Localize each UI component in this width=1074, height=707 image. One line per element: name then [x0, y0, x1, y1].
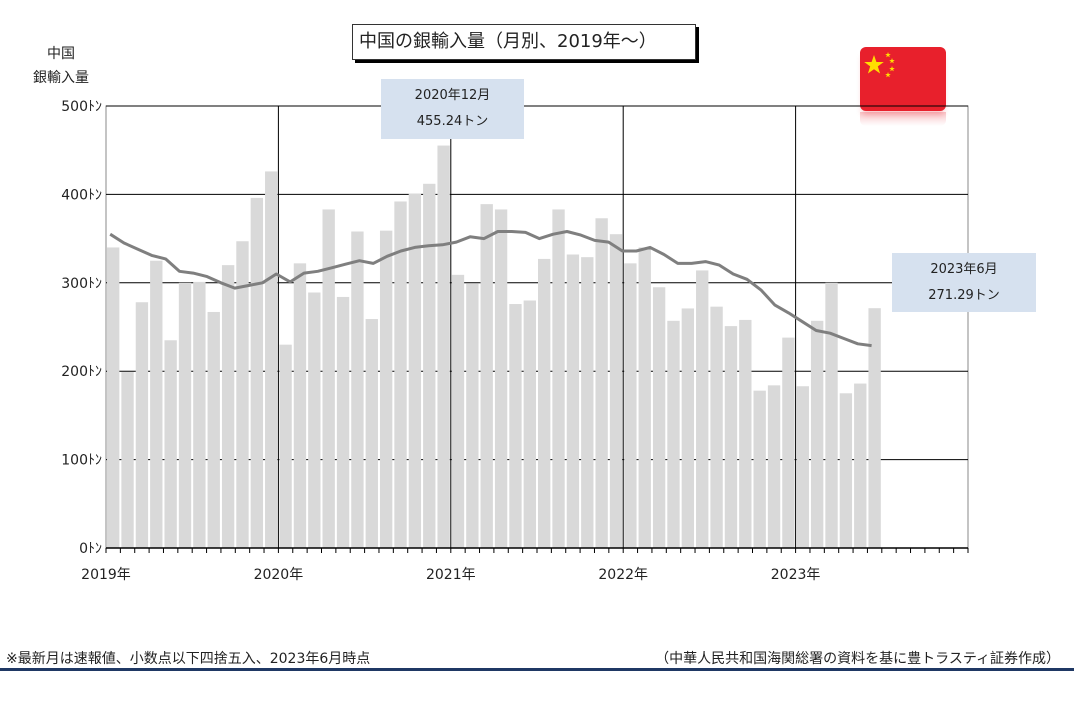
- bar: [236, 241, 249, 548]
- bar: [121, 372, 134, 548]
- bar: [351, 231, 364, 548]
- bar: [854, 383, 867, 548]
- source-note: （中華人民共和国海関総署の資料を基に豊トラスティ証券作成）: [655, 651, 1060, 667]
- bar: [394, 201, 407, 549]
- bar: [178, 282, 192, 548]
- chart-title: 中国の銀輸入量（月別、2019年～）: [352, 24, 696, 60]
- bar: [624, 263, 637, 548]
- bar: [825, 282, 838, 548]
- china-flag-icon: [860, 47, 946, 111]
- bar: [538, 258, 551, 548]
- bar: [509, 304, 522, 548]
- bar: [265, 171, 278, 548]
- bar: [466, 283, 479, 548]
- bar: [753, 390, 766, 548]
- peak-callout: 2020年12月 455.24トン: [381, 79, 524, 139]
- bar: [581, 257, 594, 548]
- bar: [782, 337, 795, 548]
- bar: [696, 270, 709, 548]
- y-tick-label: 0ﾄﾝ: [79, 541, 102, 557]
- latest-callout-date: 2023年6月: [930, 262, 998, 277]
- x-tick-label: 2023年: [771, 567, 821, 583]
- latest-callout: 2023年6月 271.29トン: [892, 253, 1036, 312]
- bar: [365, 319, 378, 548]
- peak-callout-value: 455.24トン: [416, 114, 489, 129]
- footer-divider: [0, 668, 1074, 671]
- bar: [796, 386, 809, 548]
- y-tick-label: 200ﾄﾝ: [61, 364, 102, 380]
- bar: [724, 326, 738, 548]
- bar: [710, 306, 723, 548]
- bar: [595, 218, 608, 548]
- bar: [408, 193, 422, 549]
- bar: [250, 197, 264, 548]
- bar: [523, 300, 536, 548]
- x-tick-label: 2019年: [81, 567, 131, 583]
- china-flag-stars: [864, 52, 895, 78]
- bar: [480, 204, 493, 548]
- bar: [681, 308, 695, 548]
- footnote: ※最新月は速報値、小数点以下四捨五入、2023年6月時点: [6, 651, 371, 667]
- x-tick-label: 2022年: [598, 567, 648, 583]
- bar: [667, 320, 680, 548]
- x-tick-label: 2021年: [426, 567, 476, 583]
- bar: [638, 247, 651, 548]
- bar: [552, 209, 565, 549]
- bar: [739, 319, 752, 548]
- bar: [308, 292, 321, 548]
- bar: [107, 247, 120, 548]
- bar: [293, 263, 307, 548]
- peak-callout-date: 2020年12月: [414, 88, 491, 103]
- bar: [652, 287, 666, 548]
- y-axis-unit-line-2: 銀輸入量: [33, 70, 89, 86]
- bar: [767, 385, 781, 548]
- bar: [566, 254, 580, 548]
- bar: [423, 183, 436, 549]
- bar: [868, 308, 881, 548]
- y-tick-label: 500ﾄﾝ: [61, 99, 102, 115]
- y-tick-label: 300ﾄﾝ: [61, 276, 102, 292]
- bar: [810, 320, 824, 548]
- y-axis-unit-line-1: 中国: [47, 46, 75, 62]
- plot-area: [105, 105, 969, 549]
- bar: [150, 260, 163, 548]
- bar: [451, 274, 465, 548]
- bar: [164, 340, 177, 548]
- y-axis-unit-label: 中国 銀輸入量: [22, 42, 100, 90]
- bar: [279, 344, 292, 548]
- bar: [322, 209, 335, 549]
- bar: [609, 234, 623, 548]
- bar: [379, 230, 393, 549]
- bar: [437, 145, 450, 548]
- bar: [494, 209, 508, 549]
- latest-callout-value: 271.29トン: [928, 288, 1000, 303]
- moving-average-line: [109, 230, 872, 348]
- bar: [207, 311, 220, 548]
- bar: [221, 265, 235, 548]
- bar: [193, 281, 206, 548]
- bar: [839, 393, 853, 548]
- bar: [336, 296, 350, 548]
- y-tick-label: 100ﾄﾝ: [61, 453, 102, 469]
- bar: [135, 302, 149, 548]
- x-tick-label: 2020年: [254, 567, 304, 583]
- y-tick-label: 400ﾄﾝ: [61, 187, 102, 203]
- flag-reflection: [860, 112, 946, 126]
